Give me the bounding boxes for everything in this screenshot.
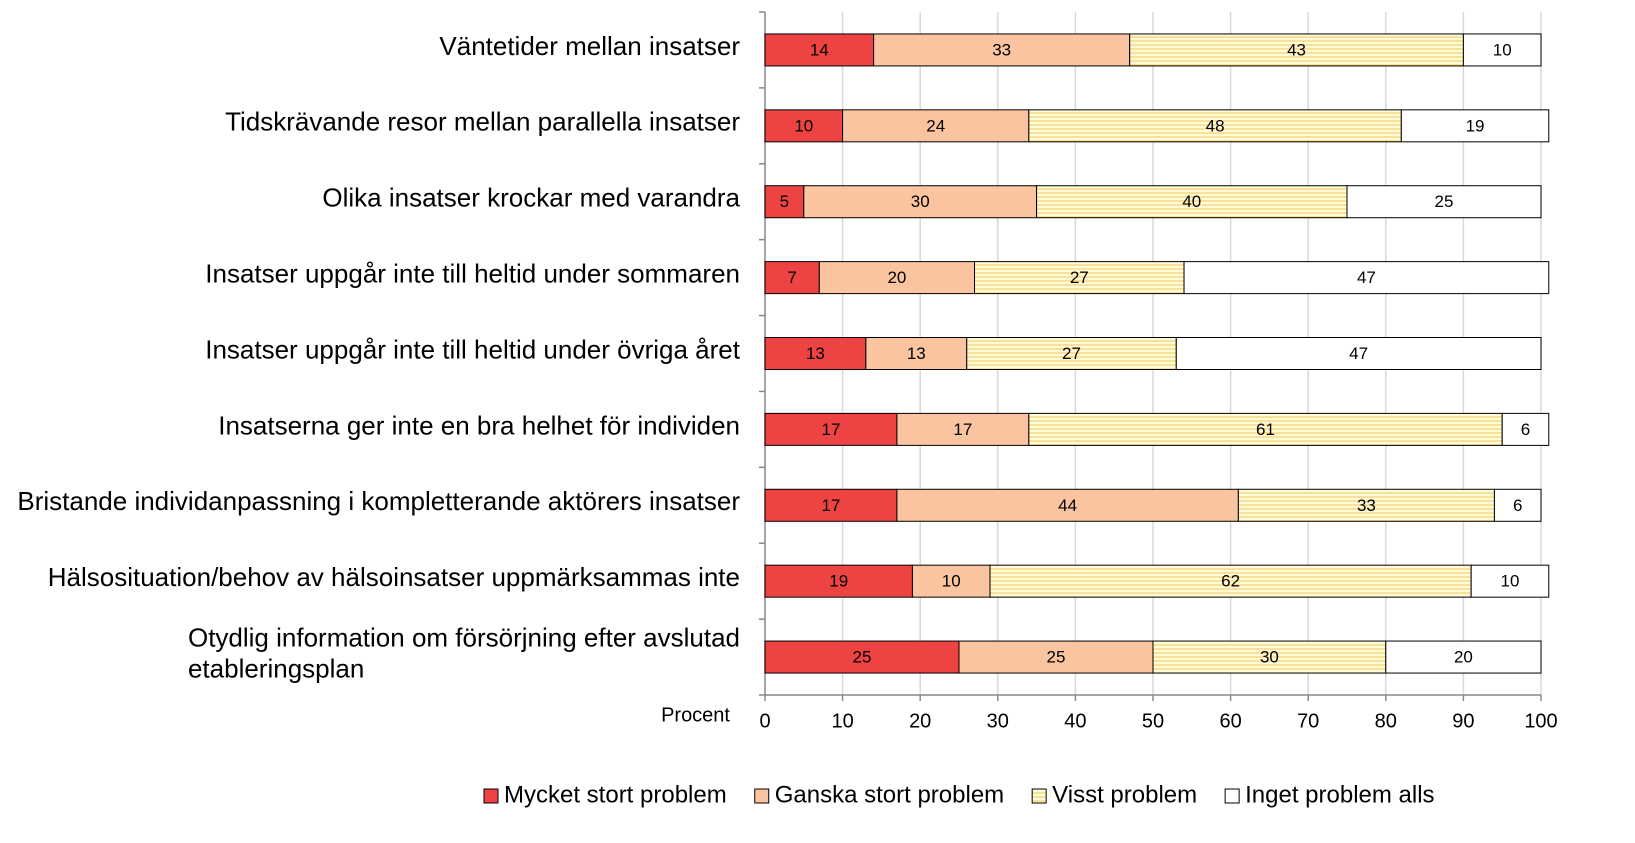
bar-segment xyxy=(764,564,913,598)
bar-segment xyxy=(896,412,1030,446)
x-tick-label: 40 xyxy=(1064,710,1086,732)
legend-swatch xyxy=(1031,788,1047,804)
category-line: Otydlig information om försörjning efter… xyxy=(188,622,740,652)
category-label: Hälsosituation/behov av hälsoinsatser up… xyxy=(48,562,740,592)
data-label: 25 xyxy=(1047,648,1066,667)
data-label: 17 xyxy=(821,420,840,439)
legend-swatch xyxy=(1224,788,1240,804)
data-label: 10 xyxy=(1500,572,1519,591)
bar-segment xyxy=(911,564,991,598)
bar-segment xyxy=(1183,261,1550,295)
x-tick-label: 60 xyxy=(1219,710,1241,732)
data-label: 20 xyxy=(887,268,906,287)
x-tick-label: 70 xyxy=(1297,710,1319,732)
bar-segment xyxy=(842,109,1030,143)
x-tick-label: 0 xyxy=(759,710,770,732)
bar-segment xyxy=(966,337,1177,370)
data-label: 19 xyxy=(1466,116,1485,135)
bar-segment xyxy=(1470,564,1550,598)
legend-label: Visst problem xyxy=(1052,781,1197,808)
bar-segment xyxy=(865,337,968,370)
category-label: Insatser uppgår inte till heltid under ö… xyxy=(205,334,741,364)
x-tick-label: 50 xyxy=(1142,710,1164,732)
bar-segment xyxy=(1501,412,1550,446)
data-label: 47 xyxy=(1349,344,1368,363)
legend-swatch xyxy=(483,788,499,804)
bar-segment xyxy=(1400,109,1550,143)
category-label: Väntetider mellan insatser xyxy=(439,31,740,61)
category-label: Olika insatser krockar med varandra xyxy=(322,183,740,213)
legend-label: Inget problem alls xyxy=(1245,781,1434,808)
bar-segment xyxy=(1462,33,1542,67)
bar-segment xyxy=(1385,640,1542,674)
category-label: Bristande individanpassning i kompletter… xyxy=(17,486,740,516)
x-axis-label: Procent xyxy=(661,704,730,726)
x-tick-label: 80 xyxy=(1375,710,1397,732)
data-label: 25 xyxy=(1435,192,1454,211)
x-tick-label: 90 xyxy=(1452,710,1474,732)
category-label: Insatser uppgår inte till heltid under s… xyxy=(205,258,740,288)
bar-segment xyxy=(958,640,1154,674)
data-label: 43 xyxy=(1287,40,1306,59)
bar-segment xyxy=(764,337,867,370)
category-label: Insatserna ger inte en bra helhet för in… xyxy=(218,410,740,440)
data-label: 61 xyxy=(1256,420,1275,439)
category-label: Tidskrävande resor mellan parallella ins… xyxy=(225,107,740,137)
data-label: 17 xyxy=(953,420,972,439)
bar-segment xyxy=(803,185,1038,219)
x-tick-label: 10 xyxy=(831,710,853,732)
data-label: 6 xyxy=(1521,420,1530,439)
bar-segment xyxy=(1237,488,1495,522)
data-label: 5 xyxy=(780,192,789,211)
x-tick-label: 20 xyxy=(909,710,931,732)
bar-segment xyxy=(1175,337,1542,370)
data-label: 10 xyxy=(942,572,961,591)
data-label: 33 xyxy=(1357,496,1376,515)
bar-segment xyxy=(1129,33,1464,67)
data-label: 27 xyxy=(1062,344,1081,363)
data-label: 27 xyxy=(1070,268,1089,287)
x-tick-label: 30 xyxy=(987,710,1009,732)
bar-segment xyxy=(764,261,820,295)
bar-segment xyxy=(1346,185,1542,219)
category-label: Otydlig information om försörjning efter… xyxy=(188,622,740,683)
legend-label: Mycket stort problem xyxy=(504,781,727,808)
bar-segment xyxy=(896,488,1239,522)
data-label: 47 xyxy=(1357,268,1376,287)
data-label: 13 xyxy=(806,344,825,363)
data-label: 24 xyxy=(926,116,945,135)
bar-segment xyxy=(1028,109,1402,143)
bar-segment xyxy=(1028,412,1503,446)
bar-segment xyxy=(818,261,976,295)
bar-segment xyxy=(764,109,844,143)
data-label: 44 xyxy=(1058,496,1077,515)
bar-segment xyxy=(764,640,960,674)
bar-segment xyxy=(1493,488,1542,522)
category-line: etableringsplan xyxy=(188,653,364,683)
data-label: 62 xyxy=(1221,572,1240,591)
data-label: 30 xyxy=(1260,648,1279,667)
data-label: 6 xyxy=(1513,496,1522,515)
bar-segment xyxy=(1152,640,1387,674)
legend-swatch xyxy=(754,788,770,804)
data-label: 40 xyxy=(1182,192,1201,211)
data-label: 20 xyxy=(1454,648,1473,667)
data-label: 14 xyxy=(810,40,829,59)
bar-segment xyxy=(974,261,1185,295)
bar-segment xyxy=(1036,185,1348,219)
data-label: 10 xyxy=(1493,40,1512,59)
data-label: 10 xyxy=(794,116,813,135)
data-label: 19 xyxy=(829,572,848,591)
data-label: 13 xyxy=(907,344,926,363)
data-label: 7 xyxy=(787,268,796,287)
data-label: 17 xyxy=(821,496,840,515)
x-tick-label: 100 xyxy=(1524,710,1557,732)
data-label: 25 xyxy=(853,648,872,667)
legend-label: Ganska stort problem xyxy=(775,781,1004,808)
data-label: 48 xyxy=(1206,116,1225,135)
data-label: 33 xyxy=(992,40,1011,59)
data-label: 30 xyxy=(911,192,930,211)
bar-segment xyxy=(989,564,1472,598)
